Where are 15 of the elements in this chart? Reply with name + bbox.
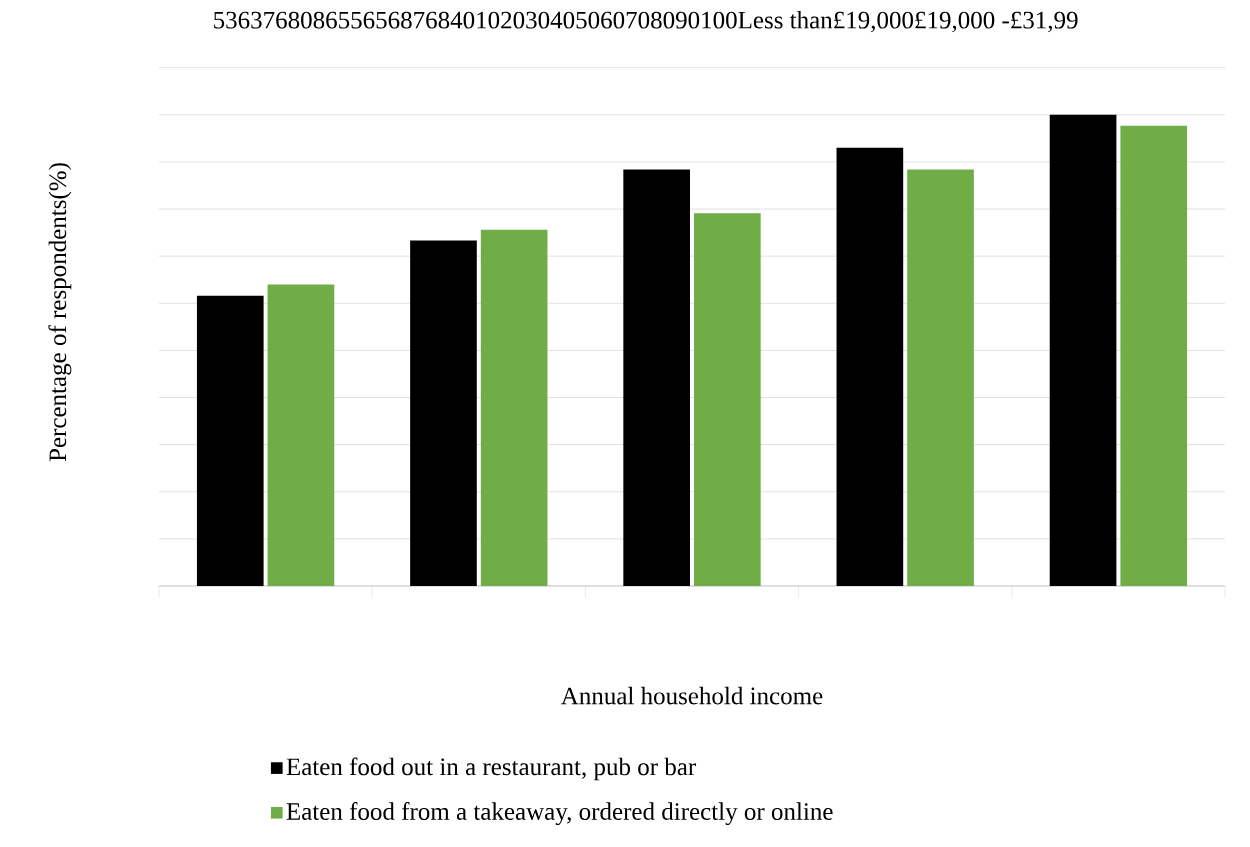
bar — [267, 284, 335, 586]
bar — [623, 169, 690, 586]
text: 536376808655656876840102030405060708090100Less than£19,000£19,000 -£31,99 — [214, 10, 1078, 33]
bar — [836, 147, 904, 586]
bar — [1049, 114, 1117, 586]
legend-label: Eaten food out in a restaurant, pub or bar — [286, 757, 697, 781]
legend-label: Eaten food from a takeaway, ordered directly or online — [286, 802, 833, 826]
x-axis-title: Annual household income — [561, 686, 823, 705]
bar — [907, 169, 974, 586]
bar — [196, 295, 264, 586]
bar — [480, 229, 548, 586]
bar — [410, 240, 477, 586]
y-axis-title: Percentage of respondents(%) — [48, 163, 72, 462]
bar — [694, 213, 761, 586]
bar — [1120, 125, 1188, 586]
